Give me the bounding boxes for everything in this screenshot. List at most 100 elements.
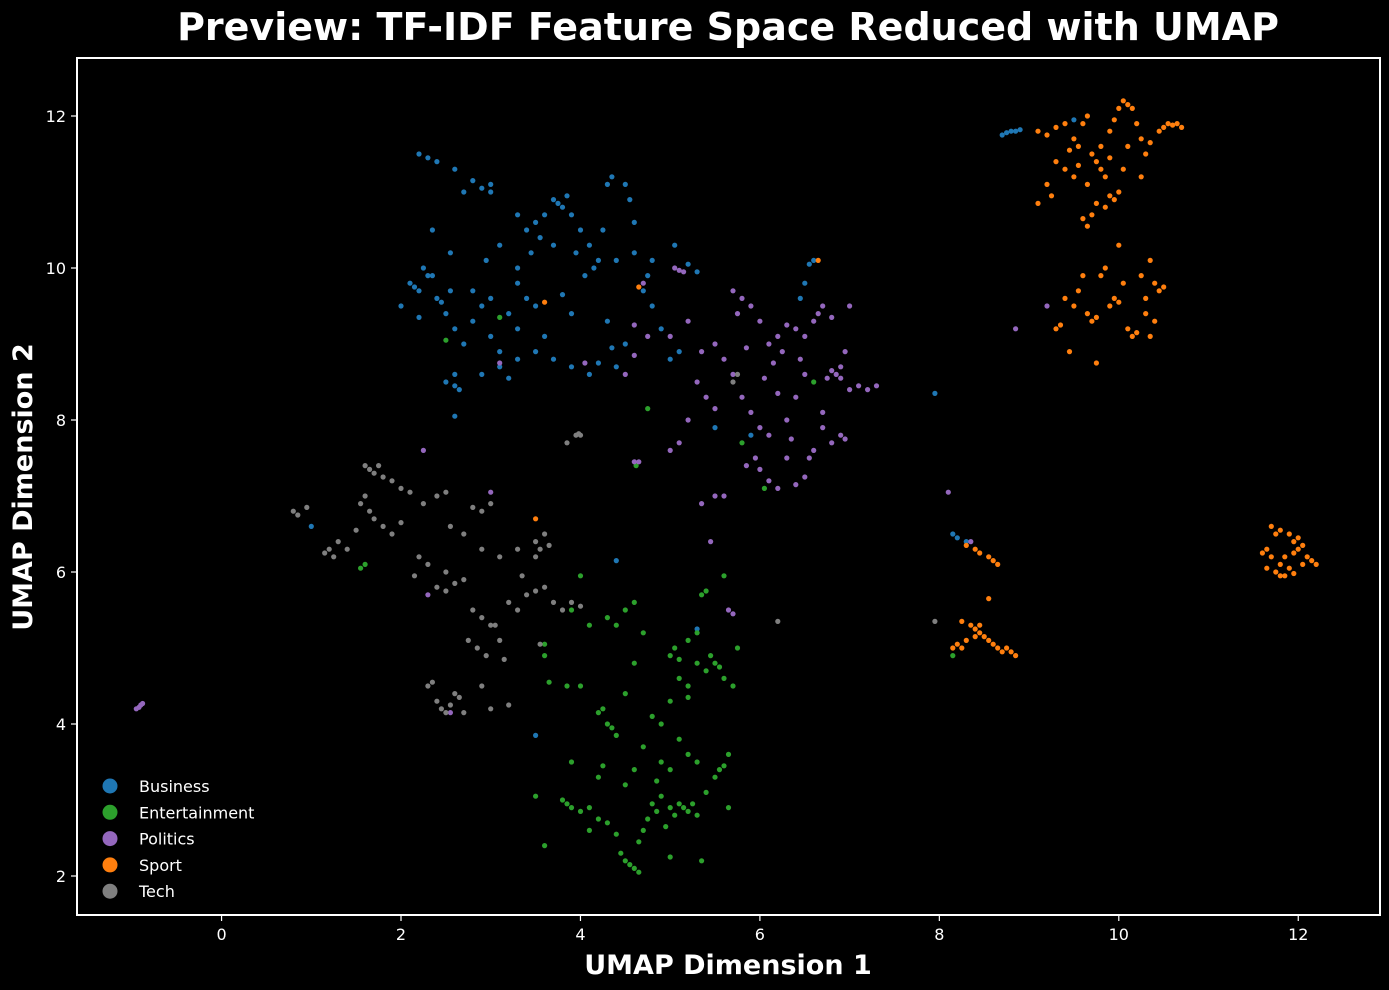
point-politics-48 bbox=[784, 417, 790, 423]
point-sport-127 bbox=[815, 257, 821, 263]
point-politics-24 bbox=[873, 383, 880, 389]
point-entertainment-47 bbox=[694, 660, 700, 666]
point-politics-89 bbox=[140, 700, 146, 707]
point-tech-32 bbox=[542, 531, 548, 537]
point-business-111 bbox=[1008, 128, 1014, 134]
point-tech-84 bbox=[353, 527, 359, 533]
point-entertainment-1 bbox=[564, 801, 570, 807]
point-sport-71 bbox=[1152, 280, 1158, 286]
point-sport-54 bbox=[1075, 288, 1081, 294]
point-tech-12 bbox=[380, 523, 386, 530]
point-sport-102 bbox=[1300, 561, 1306, 568]
point-entertainment-63 bbox=[604, 615, 611, 621]
point-entertainment-83 bbox=[577, 683, 584, 689]
point-sport-56 bbox=[1084, 311, 1090, 317]
point-politics-90 bbox=[968, 539, 974, 545]
point-sport-79 bbox=[1116, 299, 1122, 305]
point-business-83 bbox=[694, 269, 700, 275]
point-sport-32 bbox=[1053, 159, 1059, 165]
point-tech-11 bbox=[371, 516, 377, 522]
point-entertainment-97 bbox=[725, 805, 732, 811]
legend-label-business: Business bbox=[139, 777, 210, 796]
point-politics-49 bbox=[775, 390, 781, 396]
point-tech-20 bbox=[290, 508, 296, 514]
point-sport-84 bbox=[1277, 561, 1283, 568]
point-politics-42 bbox=[824, 375, 830, 381]
point-entertainment-39 bbox=[622, 782, 628, 788]
point-tech-25 bbox=[443, 569, 449, 575]
point-entertainment-64 bbox=[613, 622, 619, 628]
point-sport-94 bbox=[1277, 527, 1283, 533]
point-tech-2 bbox=[371, 470, 377, 476]
legend-marker-business bbox=[102, 778, 118, 794]
point-politics-27 bbox=[820, 303, 826, 309]
point-tech-48 bbox=[550, 599, 557, 606]
point-tech-41 bbox=[488, 622, 494, 628]
point-entertainment-54 bbox=[734, 645, 741, 651]
point-sport-129 bbox=[950, 645, 956, 651]
point-tech-23 bbox=[416, 554, 422, 560]
point-business-94 bbox=[559, 292, 566, 298]
point-politics-60 bbox=[699, 349, 705, 355]
point-tech-43 bbox=[506, 599, 512, 606]
point-entertainment-42 bbox=[649, 713, 655, 720]
point-tech-82 bbox=[447, 523, 453, 530]
y-tick-label: 8 bbox=[56, 411, 66, 430]
point-entertainment-90 bbox=[497, 314, 503, 320]
point-entertainment-30 bbox=[725, 751, 732, 758]
point-tech-35 bbox=[434, 584, 440, 590]
point-business-13 bbox=[429, 227, 435, 233]
point-business-70 bbox=[524, 227, 530, 233]
point-sport-110 bbox=[981, 634, 987, 640]
point-sport-114 bbox=[999, 649, 1005, 655]
point-sport-91 bbox=[1309, 558, 1315, 564]
point-entertainment-55 bbox=[667, 653, 673, 659]
point-politics-81 bbox=[425, 592, 431, 598]
point-tech-33 bbox=[546, 542, 552, 549]
point-business-19 bbox=[470, 318, 476, 324]
point-sport-24 bbox=[1111, 197, 1117, 203]
point-entertainment-93 bbox=[739, 440, 745, 446]
point-entertainment-20 bbox=[676, 801, 682, 807]
point-politics-47 bbox=[793, 394, 799, 400]
point-sport-63 bbox=[1116, 242, 1122, 248]
point-entertainment-16 bbox=[654, 808, 660, 815]
point-business-113 bbox=[1017, 127, 1023, 133]
point-business-58 bbox=[595, 360, 602, 366]
x-tick-label: 6 bbox=[755, 925, 765, 944]
point-sport-14 bbox=[1116, 105, 1122, 111]
point-sport-43 bbox=[1174, 121, 1180, 127]
point-business-53 bbox=[515, 356, 521, 362]
point-sport-45 bbox=[1156, 128, 1162, 134]
point-politics-65 bbox=[622, 371, 628, 377]
point-sport-67 bbox=[1134, 330, 1140, 336]
point-entertainment-81 bbox=[546, 679, 552, 685]
point-tech-80 bbox=[932, 618, 938, 625]
point-business-106 bbox=[950, 531, 956, 537]
point-business-45 bbox=[667, 356, 673, 362]
point-business-74 bbox=[582, 273, 588, 279]
point-business-59 bbox=[613, 364, 619, 370]
point-politics-61 bbox=[685, 318, 691, 324]
point-business-66 bbox=[470, 288, 476, 294]
point-entertainment-26 bbox=[703, 789, 709, 796]
point-business-14 bbox=[434, 295, 440, 301]
point-business-90 bbox=[515, 212, 521, 218]
point-tech-76 bbox=[564, 440, 570, 446]
point-entertainment-25 bbox=[699, 858, 705, 864]
point-sport-74 bbox=[1152, 318, 1158, 324]
point-sport-108 bbox=[972, 634, 978, 640]
point-tech-75 bbox=[577, 432, 584, 438]
point-business-86 bbox=[438, 299, 444, 305]
point-tech-72 bbox=[443, 489, 449, 495]
point-entertainment-80 bbox=[542, 641, 548, 647]
point-business-99 bbox=[797, 295, 803, 301]
point-business-69 bbox=[515, 265, 521, 271]
point-politics-50 bbox=[761, 375, 768, 381]
point-tech-62 bbox=[447, 702, 453, 708]
point-sport-112 bbox=[990, 641, 996, 647]
point-business-29 bbox=[550, 197, 557, 203]
point-sport-72 bbox=[1156, 288, 1162, 294]
point-politics-1 bbox=[721, 356, 727, 362]
point-business-8 bbox=[407, 280, 413, 286]
